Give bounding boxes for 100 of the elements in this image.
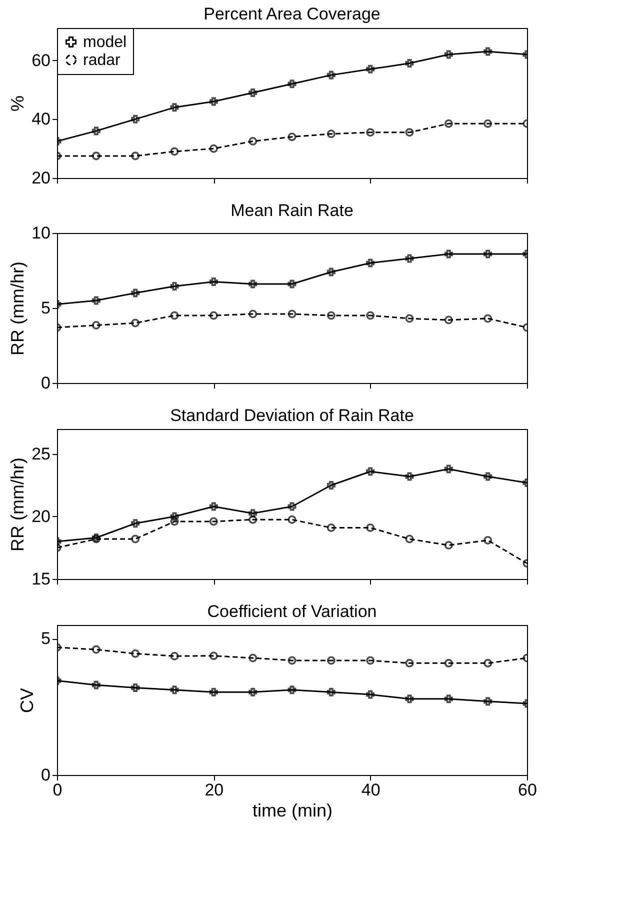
point — [92, 126, 100, 136]
y-tick-label: 60 — [32, 50, 50, 70]
point — [484, 536, 492, 544]
point — [484, 119, 492, 128]
x-axis-title: time (min) — [252, 800, 332, 820]
point — [405, 694, 414, 704]
point — [170, 686, 179, 694]
point — [444, 541, 453, 550]
point — [170, 517, 179, 526]
point — [248, 88, 258, 97]
point — [170, 103, 179, 112]
y-tick-label: 10 — [32, 224, 50, 242]
y-tick-label: 25 — [32, 444, 50, 464]
point — [92, 645, 100, 654]
y-axis-title: % — [8, 95, 28, 112]
point — [288, 132, 296, 142]
y-tick-label: 20 — [32, 168, 50, 188]
x-tick-label: 40 — [361, 780, 380, 800]
point — [484, 658, 492, 668]
point — [131, 519, 140, 528]
legend-label: model — [83, 34, 127, 51]
point — [288, 656, 296, 665]
point — [444, 316, 453, 324]
point — [405, 658, 414, 668]
point — [326, 268, 336, 276]
point — [288, 80, 296, 88]
point — [405, 534, 414, 544]
point — [484, 314, 492, 323]
point — [288, 502, 296, 511]
point — [248, 688, 258, 696]
y-tick-label: 15 — [32, 570, 50, 588]
point — [131, 318, 140, 328]
point — [92, 321, 100, 330]
point — [366, 64, 375, 74]
y-tick-label: 40 — [32, 110, 50, 129]
point — [444, 50, 453, 59]
point — [209, 277, 218, 286]
point — [131, 152, 140, 160]
point — [444, 694, 453, 704]
chart-title: Mean Rain Rate — [230, 201, 354, 220]
point — [92, 296, 100, 305]
point — [366, 311, 375, 320]
point — [366, 258, 375, 268]
chart-title: Standard Deviation of Rain Rate — [170, 406, 414, 425]
x-tick-label: 60 — [518, 780, 537, 800]
point — [366, 128, 375, 137]
y-tick-label: 20 — [32, 507, 50, 526]
point — [170, 652, 179, 660]
point — [444, 119, 453, 128]
chart-title: Coefficient of Variation — [207, 602, 377, 621]
point — [209, 311, 218, 320]
point — [405, 59, 414, 68]
point — [288, 280, 296, 288]
point — [209, 502, 218, 511]
point — [405, 314, 414, 323]
legend-label: radar — [83, 52, 122, 69]
point — [484, 47, 492, 56]
point — [131, 114, 140, 124]
point — [444, 658, 453, 668]
point — [209, 144, 218, 153]
point — [92, 152, 100, 160]
point — [444, 464, 453, 474]
point — [405, 472, 414, 481]
point — [170, 147, 179, 156]
point — [131, 649, 140, 658]
y-axis-title: RR (mm/hr) — [8, 458, 28, 552]
point — [170, 282, 179, 291]
point — [326, 656, 336, 665]
point — [366, 656, 375, 665]
point — [248, 654, 258, 662]
point — [248, 136, 258, 146]
y-axis-title: CV — [17, 688, 38, 714]
point — [209, 97, 218, 106]
point — [326, 311, 336, 320]
point — [484, 250, 492, 258]
point — [405, 254, 414, 263]
point — [366, 467, 375, 476]
point — [366, 690, 375, 699]
point — [248, 509, 258, 518]
y-tick-label: 0 — [41, 766, 50, 784]
point — [288, 686, 296, 694]
point — [326, 480, 336, 490]
point — [248, 310, 258, 318]
point — [484, 697, 492, 706]
point — [288, 515, 296, 524]
point — [92, 680, 100, 690]
point — [326, 130, 336, 138]
point — [484, 472, 492, 481]
point — [405, 128, 414, 137]
y-tick-label: 5 — [41, 629, 50, 648]
point — [131, 534, 140, 544]
point — [288, 310, 296, 318]
chart-title: Percent Area Coverage — [204, 4, 380, 24]
y-tick-label: 5 — [41, 298, 50, 318]
x-tick-label: 0 — [52, 780, 62, 800]
point — [209, 517, 218, 526]
y-tick-label: 0 — [41, 374, 50, 392]
x-tick-label: 20 — [204, 780, 224, 800]
point — [248, 515, 258, 524]
y-axis-title: RR (mm/hr) — [8, 262, 28, 356]
